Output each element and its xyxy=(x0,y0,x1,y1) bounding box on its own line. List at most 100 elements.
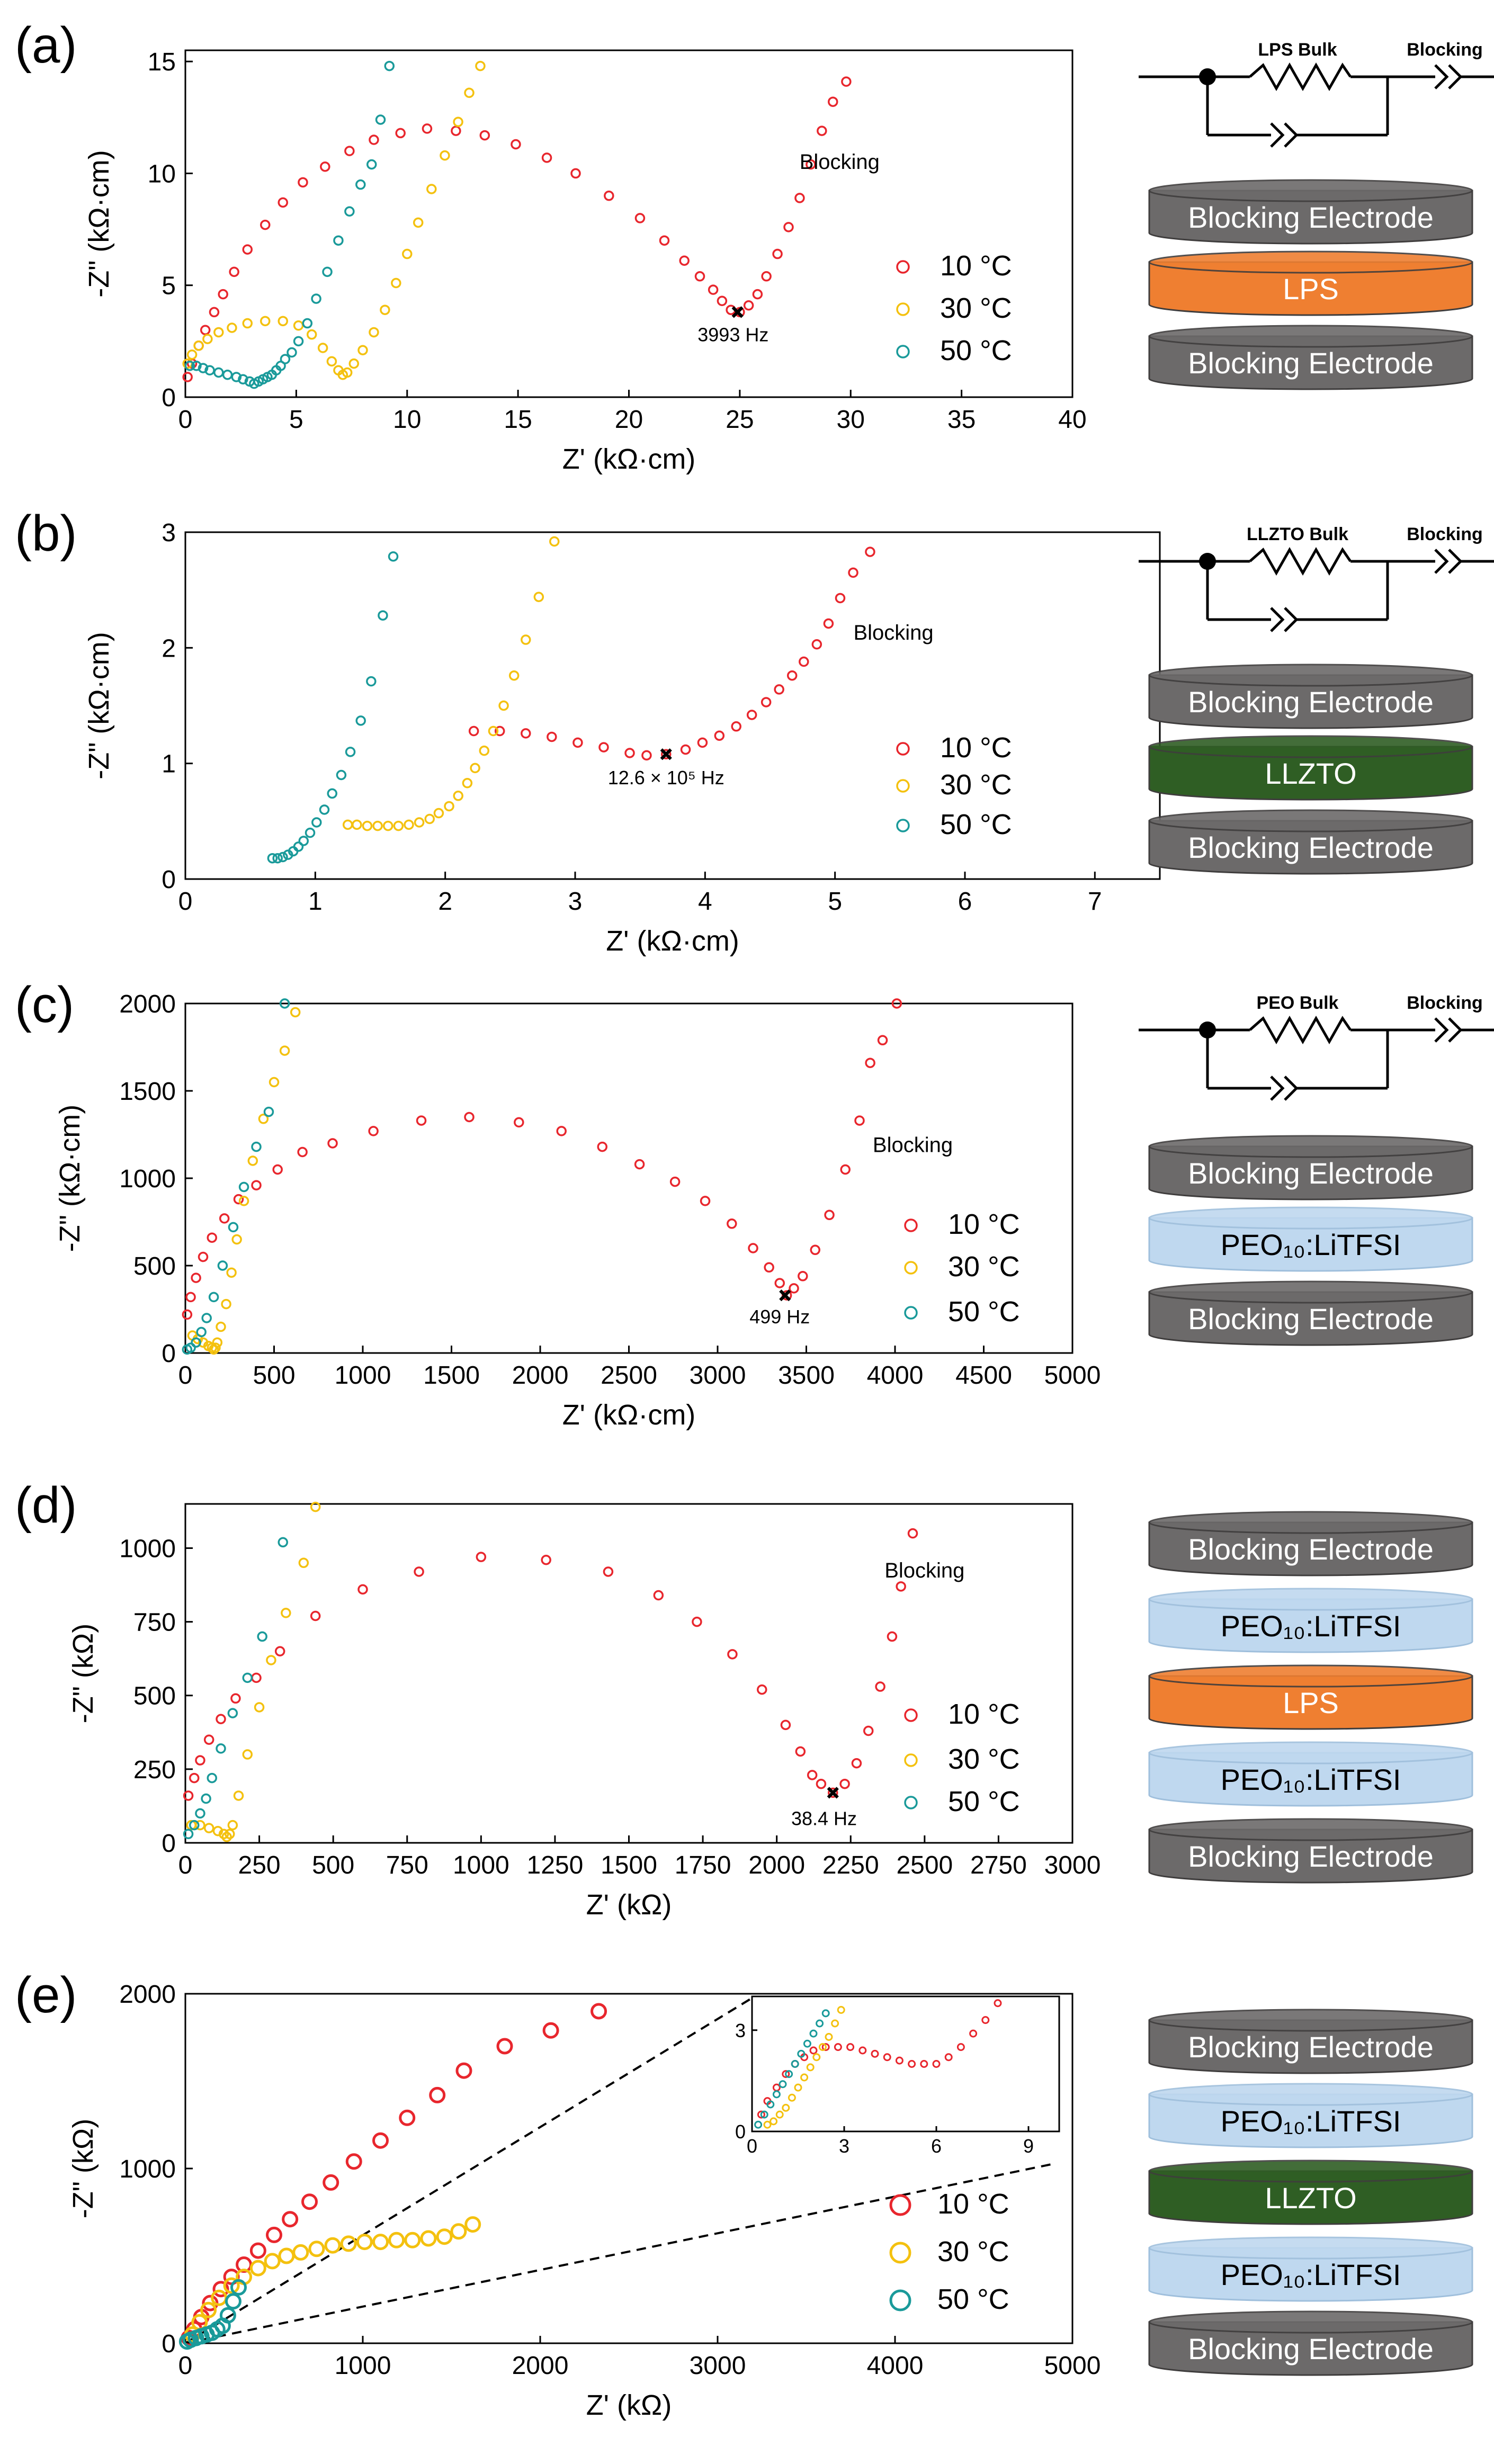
data-point xyxy=(200,325,211,335)
data-point xyxy=(266,2226,282,2243)
data-point xyxy=(184,361,195,371)
data-point xyxy=(272,1164,283,1175)
data-point xyxy=(182,372,193,382)
data-point xyxy=(479,745,490,756)
data-point xyxy=(274,1646,285,1657)
chart-d: (d) 0 250 500 750 1000 1250 1500 1750 2000 2250 250… xyxy=(15,1477,1101,1921)
y-tick-label: 0 xyxy=(162,384,176,412)
data-point xyxy=(336,769,347,781)
data-point xyxy=(839,1778,850,1789)
layer-top xyxy=(1148,1511,1473,1534)
data-point xyxy=(249,2242,266,2259)
data-point xyxy=(798,1271,808,1282)
legend-label: 10 °C xyxy=(937,2188,1009,2220)
inset-data-point xyxy=(754,2120,763,2129)
data-point xyxy=(348,358,359,369)
data-point xyxy=(453,117,463,127)
layer-body xyxy=(1148,820,1473,875)
legend-marker xyxy=(896,302,910,316)
data-point xyxy=(865,1058,875,1068)
data-point xyxy=(494,725,505,737)
data-point xyxy=(221,1832,232,1842)
resistor-icon xyxy=(1249,1015,1352,1045)
layer-blocking-electrode: Blocking Electrode xyxy=(1148,2310,1473,2376)
data-point xyxy=(216,1743,226,1754)
data-point xyxy=(786,670,798,681)
blocking-cpe-icon xyxy=(1434,64,1463,89)
layer-body xyxy=(1148,2170,1473,2225)
data-point xyxy=(280,354,291,364)
legend-label: 10 °C xyxy=(940,732,1012,764)
layer-blocking-electrode: Blocking Electrode xyxy=(1148,325,1473,390)
data-point xyxy=(781,1290,792,1301)
inset-data-point xyxy=(883,2053,891,2062)
data-point xyxy=(355,179,366,190)
legend-marker xyxy=(896,819,910,832)
schematic-d: Blocking Electrode PEO₁₀:LiTFSI LPS PEO₁₀:L… xyxy=(1148,1511,1473,1884)
data-point xyxy=(372,2132,389,2149)
data-point xyxy=(806,159,816,170)
x-tick-label: 2500 xyxy=(601,1361,657,1390)
data-point xyxy=(746,710,757,720)
data-point xyxy=(238,374,248,384)
layer-lps: LPS xyxy=(1148,1664,1473,1730)
data-point xyxy=(653,1590,664,1601)
plot-frame xyxy=(184,1503,1073,1844)
inset-x-tick-label: 6 xyxy=(931,2135,942,2157)
inset-y-tick-label: 3 xyxy=(735,2020,746,2041)
data-point xyxy=(231,1234,242,1245)
data-point xyxy=(210,1342,221,1353)
data-point xyxy=(694,271,705,282)
inset-data-point xyxy=(956,2043,965,2051)
data-point xyxy=(305,827,316,838)
data-point xyxy=(375,114,386,125)
y-tick-label: 500 xyxy=(133,1252,176,1280)
data-point xyxy=(393,820,404,831)
data-point xyxy=(680,744,691,755)
data-point xyxy=(258,1114,269,1124)
inset-data-point xyxy=(770,2117,778,2126)
data-point xyxy=(227,1708,238,1718)
data-point xyxy=(279,1045,290,1056)
layer-label: Blocking Electrode xyxy=(1188,685,1434,719)
data-point xyxy=(835,593,846,604)
data-point xyxy=(743,300,754,311)
schematic-c: PEO Bulk Blocking Blocking Electrode PEO₁₀:… xyxy=(1139,993,1494,1346)
series-50c xyxy=(184,60,395,389)
data-point xyxy=(344,206,355,217)
cpe-icon xyxy=(1270,607,1299,632)
data-point xyxy=(212,1337,223,1348)
legend-marker xyxy=(904,1261,918,1275)
y-tick-label: 0 xyxy=(162,2330,176,2358)
x-tick-label: 40 xyxy=(1058,406,1086,434)
schematic-e: Blocking Electrode PEO₁₀:LiTFSI LLZTO PEO₁₀… xyxy=(1148,2009,1473,2376)
data-point xyxy=(219,2307,236,2324)
y-tick-label: 1000 xyxy=(119,2155,176,2183)
inset-data-point xyxy=(782,2103,790,2112)
plot-frame xyxy=(184,49,1073,398)
inset-x-tick-label: 9 xyxy=(1023,2135,1034,2157)
data-point xyxy=(414,817,425,828)
data-point xyxy=(293,841,304,852)
data-point xyxy=(426,184,437,194)
data-point xyxy=(254,1702,265,1713)
legend-label: 50 °C xyxy=(948,1296,1020,1328)
data-point xyxy=(238,1196,249,1206)
data-point xyxy=(195,1820,205,1831)
layer-body xyxy=(1148,1752,1473,1807)
layer-top xyxy=(1148,2083,1473,2106)
layer-label: PEO₁₀:LiTFSI xyxy=(1221,1763,1401,1796)
data-point xyxy=(380,304,390,315)
layer-top xyxy=(1148,2009,1473,2032)
layer-llzto: LLZTO xyxy=(1148,2160,1473,2225)
layer-top xyxy=(1148,1280,1473,1304)
data-point xyxy=(203,1734,214,1745)
data-point xyxy=(189,1772,200,1784)
series-30c xyxy=(182,60,486,380)
x-tick-label: 2000 xyxy=(512,1361,569,1390)
y-axis-label: -Z" (kΩ) xyxy=(67,1624,99,1723)
data-point xyxy=(195,1808,205,1819)
y-axis-label: -Z" (kΩ·cm) xyxy=(83,632,115,779)
data-point xyxy=(692,1616,702,1627)
data-point xyxy=(207,1232,217,1243)
